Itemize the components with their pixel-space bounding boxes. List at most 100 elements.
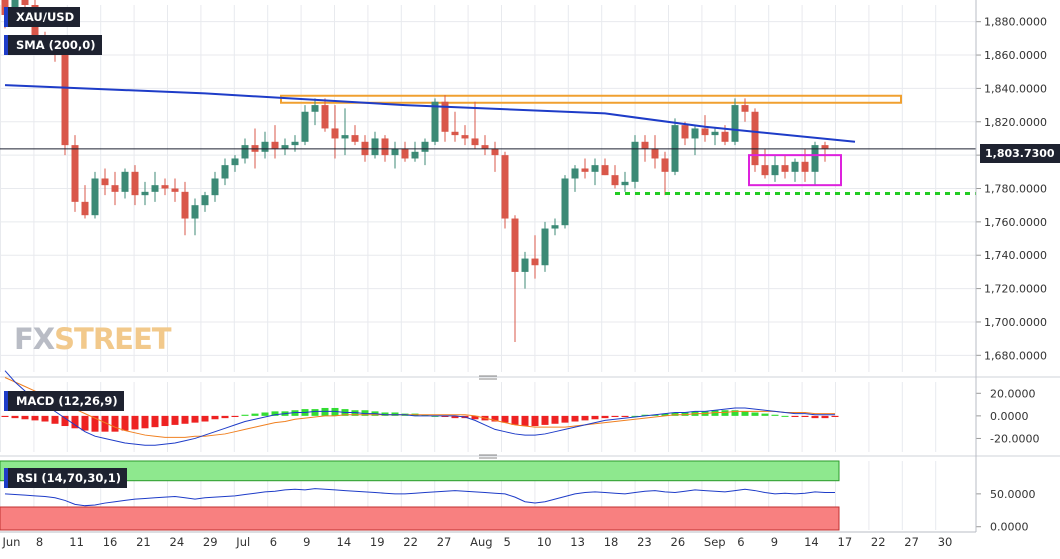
candle-body <box>691 128 699 139</box>
candle-body <box>621 181 629 186</box>
candle-body <box>381 138 389 156</box>
logo-fx: FX <box>14 322 55 356</box>
price-axis-label: 1,820.0000 <box>984 116 1047 129</box>
candle-body <box>751 111 759 166</box>
sma-200-line <box>4 84 856 143</box>
candle-body <box>341 135 349 139</box>
macd-histogram-bar <box>261 412 269 416</box>
macd-histogram-bar <box>561 415 569 423</box>
macd-histogram-bar <box>441 415 449 417</box>
candle-body <box>681 125 689 139</box>
last-price-tag: 1,803.7300 <box>980 144 1060 163</box>
macd-histogram-bar <box>101 415 109 432</box>
date-tick-label: Jul <box>235 535 250 549</box>
macd-histogram-bar <box>331 407 339 416</box>
date-tick-label: 19 <box>370 535 385 549</box>
macd-histogram-bar <box>721 410 729 416</box>
candle-body <box>201 195 209 206</box>
macd-histogram-bar <box>581 415 589 421</box>
candle-body <box>261 141 269 152</box>
candle-body <box>821 145 829 149</box>
macd-histogram-bar <box>621 415 629 417</box>
date-tick-label: 29 <box>203 535 218 549</box>
candle-body <box>391 148 399 156</box>
macd-histogram-bar <box>31 415 39 421</box>
candle-body <box>451 131 459 136</box>
candle-body <box>181 191 189 219</box>
macd-histogram-bar <box>321 407 329 416</box>
macd-indicator-badge[interactable]: MACD (12,26,9) <box>4 391 124 411</box>
macd-histogram-bar <box>161 415 169 427</box>
candle-body <box>151 185 159 192</box>
candle-body <box>811 145 819 172</box>
date-tick-label: 6 <box>270 535 277 549</box>
macd-histogram-bar <box>381 412 389 416</box>
candle-body <box>531 258 539 266</box>
macd-histogram-bar <box>171 415 179 425</box>
macd-histogram-bar <box>151 415 159 428</box>
date-tick-label: 27 <box>904 535 919 549</box>
fxstreet-logo: FXSTREET <box>14 322 172 356</box>
macd-histogram-bar <box>671 412 679 416</box>
candle-body <box>591 165 599 172</box>
candle-body <box>561 178 569 226</box>
date-tick-label: 24 <box>170 535 185 549</box>
macd-histogram-bar <box>271 411 279 416</box>
date-tick-label: 9 <box>771 535 778 549</box>
candle-body <box>801 161 809 172</box>
macd-histogram-bar <box>801 415 809 417</box>
candle-body <box>271 141 279 149</box>
candle-body <box>761 165 769 176</box>
date-tick-label: 22 <box>871 535 886 549</box>
macd-histogram-bar <box>311 409 319 416</box>
macd-histogram-bar <box>571 415 579 422</box>
date-tick-label: 22 <box>403 535 418 549</box>
date-tick-label: 14 <box>804 535 819 549</box>
macd-histogram-bar <box>121 415 129 431</box>
candle-body <box>161 185 169 189</box>
macd-histogram-bar <box>361 410 369 416</box>
date-tick-label: 18 <box>604 535 619 549</box>
price-axis-label: 1,680.0000 <box>984 349 1047 362</box>
candle-body <box>231 158 239 166</box>
sma-indicator-badge[interactable]: SMA (200,0) <box>4 35 102 55</box>
candle-body <box>101 178 109 186</box>
date-tick-label: 13 <box>570 535 585 549</box>
candle-body <box>411 151 419 159</box>
symbol-badge[interactable]: XAU/USD <box>4 7 81 27</box>
date-tick-label: Jun <box>2 535 21 549</box>
candle-body <box>571 168 579 179</box>
macd-histogram-bar <box>51 415 59 424</box>
rsi-indicator-badge[interactable]: RSI (14,70,30,1) <box>4 468 128 488</box>
macd-histogram-bar <box>191 415 199 423</box>
candle-body <box>21 0 29 5</box>
consolidation-box <box>748 154 842 187</box>
candle-body <box>331 128 339 139</box>
date-tick-label: 14 <box>337 535 352 549</box>
macd-histogram-bar <box>131 415 139 430</box>
date-tick-label: 17 <box>838 535 853 549</box>
date-tick-label: 21 <box>136 535 151 549</box>
price-axis-label: 1,760.0000 <box>984 216 1047 229</box>
macd-histogram-bar <box>651 414 659 416</box>
macd-histogram-bar <box>491 415 499 422</box>
macd-histogram-bar <box>751 412 759 416</box>
candle-body <box>141 191 149 196</box>
price-axis-label: 1,700.0000 <box>984 316 1047 329</box>
macd-signal-line <box>4 377 835 438</box>
macd-histogram-bar <box>811 415 819 419</box>
macd-histogram-bar <box>661 413 669 416</box>
candle-body <box>421 141 429 152</box>
date-tick-label: 26 <box>671 535 686 549</box>
macd-histogram-bar <box>391 412 399 416</box>
candle-body <box>541 228 549 266</box>
candle-body <box>321 105 329 129</box>
macd-histogram-bar <box>41 415 49 422</box>
macd-histogram-bar <box>531 415 539 427</box>
date-tick-label: 16 <box>103 535 118 549</box>
candle-body <box>741 105 749 112</box>
macd-histogram-bar <box>201 415 209 422</box>
macd-histogram-bar <box>61 415 69 427</box>
macd-histogram-bar <box>141 415 149 429</box>
